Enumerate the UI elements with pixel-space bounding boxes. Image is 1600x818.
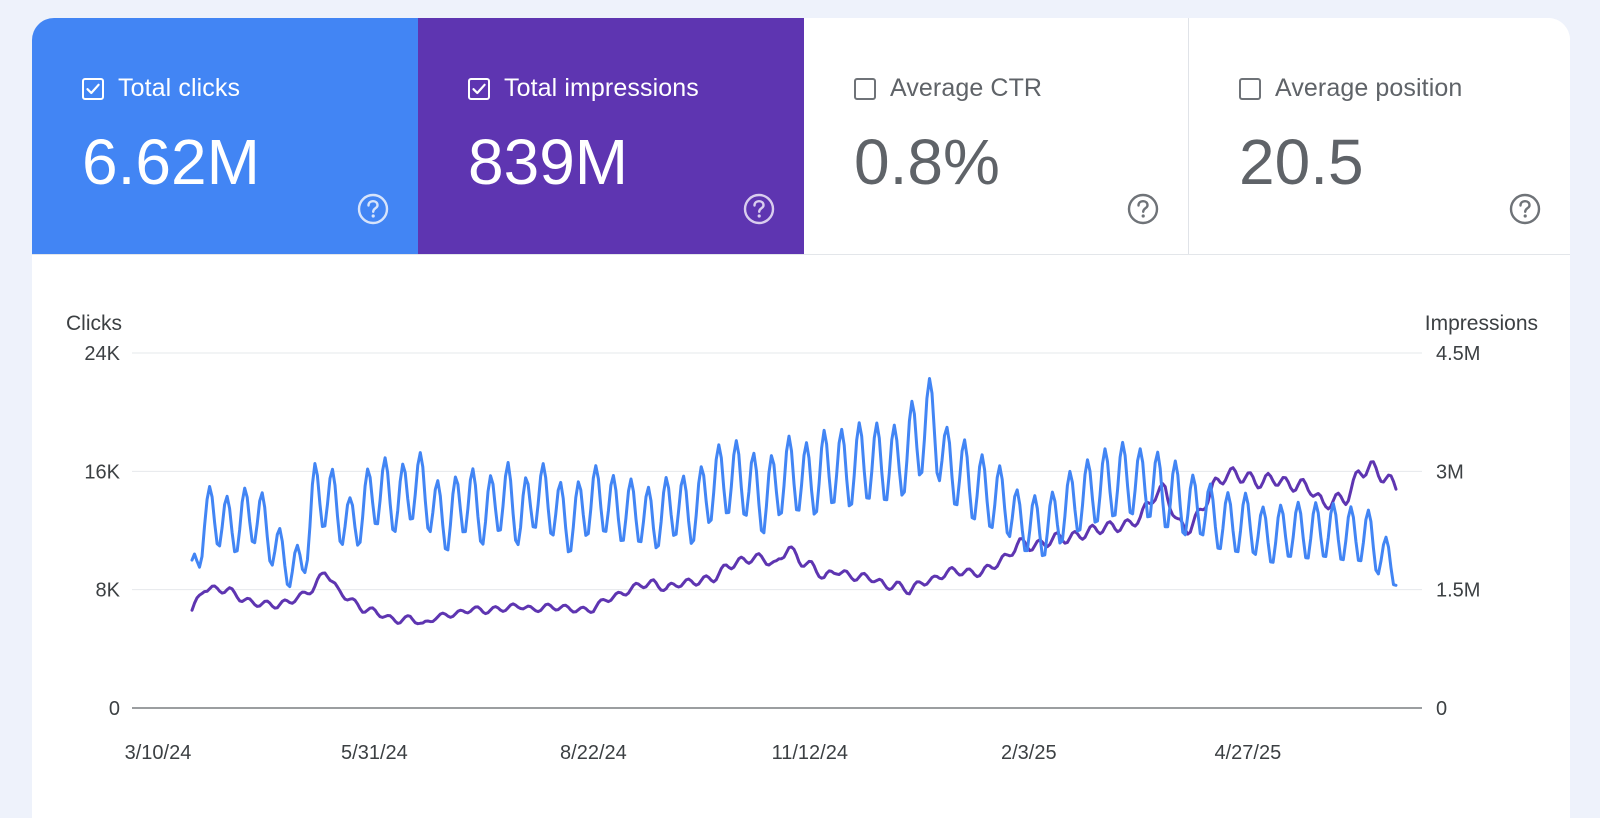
help-circle-icon[interactable] <box>1126 192 1160 226</box>
tiles-divider <box>32 254 1570 255</box>
help-circle-icon[interactable] <box>742 192 776 226</box>
help-circle-icon[interactable] <box>356 192 390 226</box>
x-tick-label: 4/27/25 <box>1214 742 1281 764</box>
metric-value: 6.62M <box>82 126 260 198</box>
metric-label: Average position <box>1275 74 1463 102</box>
checkbox-checked-icon[interactable] <box>82 77 104 100</box>
y-left-tick-label: 24K <box>84 343 120 365</box>
chart-gridlines <box>132 352 1422 709</box>
metric-label: Total impressions <box>504 74 699 102</box>
metric-tile-total-clicks[interactable]: Total clicks 6.62M <box>32 18 418 254</box>
y-axis-right-ticks: 4.5M 3M 1.5M 0 <box>1436 343 1480 720</box>
checkbox-unchecked-icon[interactable] <box>1239 77 1261 100</box>
metric-header: Total impressions <box>468 74 699 103</box>
metric-tile-average-ctr[interactable]: Average CTR 0.8% <box>804 18 1189 254</box>
y-axis-left-title: Clicks <box>66 312 122 335</box>
metric-header: Average position <box>1239 74 1462 103</box>
checkbox-unchecked-icon[interactable] <box>854 77 876 100</box>
impressions-series-line[interactable] <box>190 460 1398 626</box>
y-left-tick-label: 0 <box>109 698 120 720</box>
metric-tile-total-impressions[interactable]: Total impressions 839M <box>418 18 804 254</box>
x-tick-label: 3/10/24 <box>125 742 192 764</box>
y-right-tick-label: 0 <box>1436 698 1447 720</box>
y-left-tick-label: 16K <box>84 461 120 483</box>
metric-value: 20.5 <box>1239 126 1364 198</box>
x-tick-label: 11/12/24 <box>772 742 848 764</box>
x-axis-ticks: 3/10/24 5/31/24 8/22/24 11/12/24 2/3/25 … <box>125 742 1282 764</box>
performance-chart: Clicks Impressions 24K 16K 8K 0 4.5M 3M … <box>66 312 1538 764</box>
metric-tile-average-position[interactable]: Average position 20.5 <box>1189 18 1570 254</box>
y-axis-left-ticks: 24K 16K 8K 0 <box>84 343 120 720</box>
metric-header: Total clicks <box>82 74 240 103</box>
clicks-series-line[interactable] <box>190 377 1398 589</box>
metric-label: Average CTR <box>890 74 1043 102</box>
x-tick-label: 5/31/24 <box>341 742 408 764</box>
metric-value: 839M <box>468 126 629 198</box>
metric-tiles: Total clicks 6.62M Total impressions 839… <box>32 18 1570 254</box>
metric-value: 0.8% <box>854 126 1000 198</box>
checkbox-checked-icon[interactable] <box>468 77 490 100</box>
x-tick-label: 2/3/25 <box>1001 742 1057 764</box>
metric-label: Total clicks <box>118 74 241 102</box>
y-left-tick-label: 8K <box>96 580 121 602</box>
y-axis-right-title: Impressions <box>1425 312 1538 335</box>
x-tick-label: 8/22/24 <box>560 742 627 764</box>
help-circle-icon[interactable] <box>1508 192 1542 226</box>
y-right-tick-label: 3M <box>1436 461 1464 483</box>
metric-header: Average CTR <box>854 74 1042 103</box>
y-right-tick-label: 1.5M <box>1436 580 1480 602</box>
performance-card: Total clicks 6.62M Total impressions 839… <box>32 18 1570 818</box>
y-right-tick-label: 4.5M <box>1436 343 1480 365</box>
